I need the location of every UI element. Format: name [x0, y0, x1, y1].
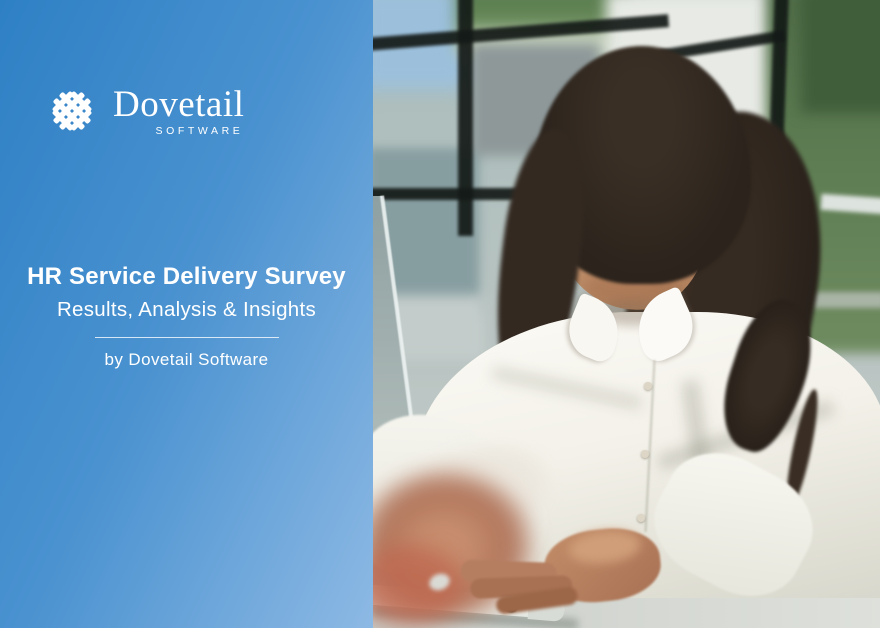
logo: Dovetail SOFTWARE — [46, 84, 244, 138]
window-frame-horizontal-left — [373, 188, 529, 200]
title-block: HR Service Delivery Survey Results, Anal… — [0, 263, 373, 370]
page-title: HR Service Delivery Survey — [27, 263, 346, 290]
divider — [94, 337, 279, 338]
railing-band — [811, 292, 880, 308]
foliage-dark-corner — [801, 0, 880, 113]
shirt-button — [637, 514, 645, 522]
logo-brand: Dovetail — [113, 83, 245, 125]
page-subtitle: Results, Analysis & Insights — [56, 298, 317, 321]
cover-photo — [373, 0, 880, 628]
byline: by Dovetail Software — [104, 350, 269, 369]
logo-tagline: SOFTWARE — [155, 124, 244, 137]
left-panel: Dovetail SOFTWARE HR Service Delivery Su… — [0, 0, 373, 628]
shirt-button — [641, 450, 649, 458]
shirt-button — [644, 382, 652, 390]
dovetail-weave-icon — [52, 91, 92, 131]
logo-text: Dovetail SOFTWARE — [113, 86, 244, 137]
window-frame-vertical-left — [458, 0, 473, 236]
